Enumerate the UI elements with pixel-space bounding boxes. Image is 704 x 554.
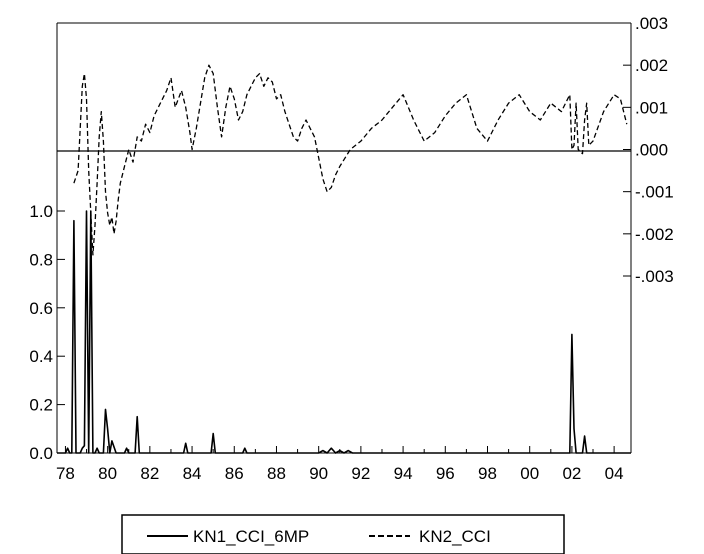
x-axis-tick-label: 78 [56,464,75,483]
x-axis-tick-label: 00 [520,464,539,483]
right-axis-tick-label: -.001 [635,183,674,202]
x-axis-tick-label: 04 [605,464,624,483]
plot-frame [56,22,632,454]
left-axis-tick-label: 0.4 [29,347,53,366]
left-axis-tick-label: 0.2 [29,396,53,415]
series-line-kn1-cci-6mp [57,210,631,454]
legend: KN1_CCI_6MP KN2_CCI [121,514,565,554]
x-axis-tick-label: 86 [225,464,244,483]
series-line-kn2-cci [73,64,628,256]
right-axis-tick-label: .002 [635,56,668,75]
right-axis-tick-label: .001 [635,98,668,117]
right-axis-tick-label: -.002 [635,225,674,244]
right-axis: .003 .002 .001 .000 -.001 -.002 -.003 [623,14,674,286]
x-axis-tick-label: 82 [140,464,159,483]
right-axis-tick-label: .003 [635,14,668,33]
legend-box [121,514,565,554]
left-axis-tick-label: 0.6 [29,299,53,318]
x-axis-tick-label: 80 [98,464,117,483]
series-layer [57,64,631,454]
legend-label-kn2: KN2_CCI [419,527,491,546]
x-axis-tick-label: 96 [436,464,455,483]
left-axis-tick-label: 0.0 [29,444,53,463]
left-axis-tick-label: 0.8 [29,250,53,269]
legend-label-kn1: KN1_CCI_6MP [193,527,309,546]
x-axis-tick-label: 02 [562,464,581,483]
x-axis-tick-label: 94 [394,464,413,483]
left-axis-tick-label: 1.0 [29,202,53,221]
x-axis-tick-label: 90 [309,464,328,483]
right-axis-tick-label: .000 [635,141,668,160]
right-axis-tick-label: -.003 [635,267,674,286]
x-axis-tick-label: 84 [183,464,202,483]
x-axis-tick-label: 92 [351,464,370,483]
left-axis: 0.0 0.2 0.4 0.6 0.8 1.0 [29,202,65,463]
x-axis-tick-label: 98 [478,464,497,483]
x-axis: 78 80 82 84 86 88 90 92 94 96 98 00 02 04 [56,446,624,483]
x-axis-tick-label: 88 [267,464,286,483]
